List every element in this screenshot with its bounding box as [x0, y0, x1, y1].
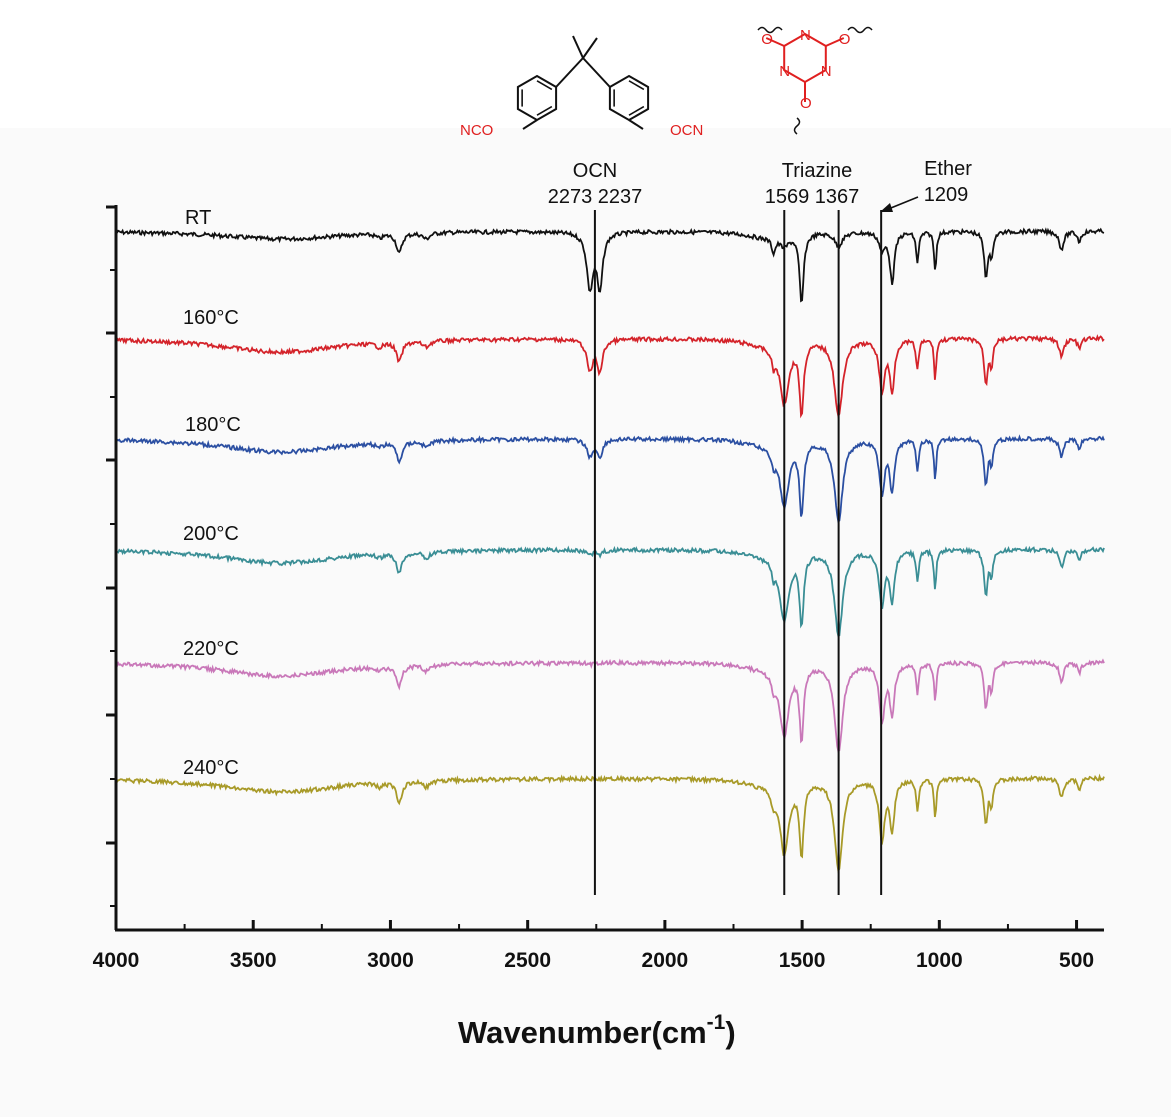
triazine-o-bond — [765, 37, 785, 47]
x-tick-label: 3500 — [230, 949, 277, 972]
benzene-ring-left — [516, 74, 558, 122]
chem-nco-left: NCO — [460, 122, 493, 139]
axes-group: 4000 3500 3000 2500 2000 1500 1000 500 — [93, 205, 1104, 972]
benzene-ring-left-double-bond — [536, 105, 553, 116]
annotation-ether-title: Ether — [924, 158, 972, 180]
series-label: 240°C — [183, 757, 239, 779]
series-line-2 — [115, 434, 1105, 524]
x-axis-label-sup: -1 — [707, 1011, 726, 1034]
series-line-4 — [115, 658, 1105, 753]
x-tick-label: 2500 — [504, 949, 551, 972]
x-axis-label-close: ) — [725, 1015, 735, 1050]
x-tick-label: 3000 — [367, 949, 414, 972]
triazine-o-atom: O — [839, 31, 851, 48]
ether-arrow-head — [880, 203, 893, 212]
series-label: 220°C — [183, 638, 239, 660]
x-tick-label: 500 — [1059, 949, 1094, 972]
bond-right — [582, 57, 611, 88]
plot-background — [0, 128, 1171, 1117]
series-label: 160°C — [183, 307, 239, 329]
annotation-ether-values: 1209 — [924, 184, 969, 206]
triazine-o-atom: O — [761, 31, 773, 48]
x-tick-label: 1500 — [779, 949, 826, 972]
bond-ocn-left — [522, 119, 538, 130]
annotation-group: OCN 2273 2237 Triazine 1569 1367 Ether 1209 — [548, 158, 972, 895]
triazine-n-atom: N — [821, 63, 832, 80]
benzene-ring-right-double-bond — [628, 80, 645, 91]
squiggle-bond — [793, 117, 801, 135]
triazine-n-atom: N — [800, 27, 811, 44]
series-label: 180°C — [185, 414, 241, 436]
benzene-ring-right — [608, 74, 650, 122]
x-tick-label: 1000 — [916, 949, 963, 972]
x-tick-label: 4000 — [93, 949, 140, 972]
x-axis-label-main: Wavenumber(cm — [458, 1015, 707, 1050]
series-line-3 — [115, 545, 1105, 638]
annotation-triazine-values: 1569 1367 — [765, 186, 860, 208]
triazine-n-atom: N — [779, 63, 790, 80]
series-label: RT — [185, 207, 211, 229]
methyl-left — [572, 35, 584, 59]
annotation-ocn-title: OCN — [573, 160, 617, 182]
spectra-group: RT 160°C 180°C 200°C 220°C 240°C — [115, 207, 1105, 874]
series-line-0 — [115, 227, 1105, 303]
series-line-5 — [115, 773, 1105, 874]
x-tick-label: 2000 — [642, 949, 689, 972]
series-label: 200°C — [183, 523, 239, 545]
series-line-1 — [115, 334, 1105, 419]
bond-ocn-right — [628, 119, 644, 130]
squiggle-bond — [847, 26, 873, 34]
triazine-o-atom: O — [800, 95, 812, 112]
annotation-ocn-values: 2273 2237 — [548, 186, 643, 208]
chem-ocn-right: OCN — [670, 122, 703, 139]
bond-left — [555, 57, 584, 88]
squiggle-bond — [757, 26, 783, 34]
annotation-triazine-title: Triazine — [782, 160, 852, 182]
methyl-right — [582, 37, 598, 59]
triazine-o-bond — [825, 37, 845, 47]
x-axis-label: Wavenumber(cm-1) — [458, 1011, 736, 1050]
benzene-ring-left-double-bond — [536, 80, 553, 91]
benzene-ring-right-double-bond — [628, 105, 645, 116]
